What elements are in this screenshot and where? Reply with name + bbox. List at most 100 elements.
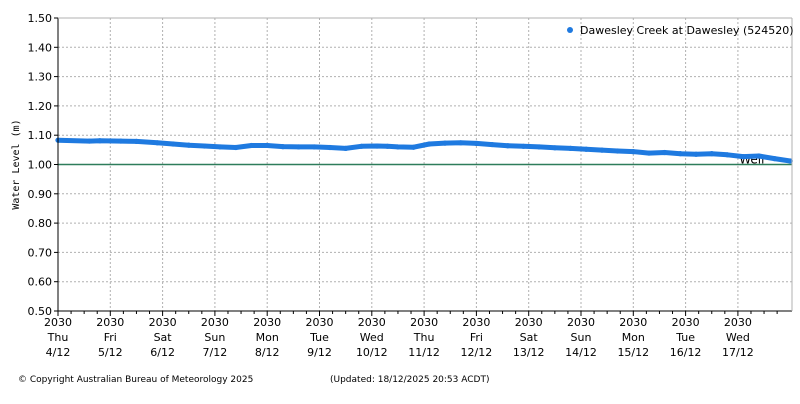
data-point [646, 150, 652, 156]
y-tick-label: 1.40 [28, 41, 53, 54]
data-point [552, 145, 558, 151]
y-tick-label: 1.00 [28, 159, 53, 172]
data-point [280, 144, 286, 150]
x-tick-label: 12/12 [461, 346, 493, 359]
x-tick-label: 6/12 [150, 346, 175, 359]
x-tick-label: Wed [360, 331, 384, 344]
x-tick-label: 11/12 [408, 346, 440, 359]
data-point [384, 143, 391, 149]
data-point [133, 138, 140, 144]
x-tick-label: 2030 [96, 316, 124, 329]
y-tick-label: 1.50 [28, 12, 53, 25]
y-tick-label: 0.80 [28, 217, 53, 230]
data-point [630, 149, 636, 155]
x-tick-label: Tue [309, 331, 329, 344]
x-tick-label: 2030 [44, 316, 72, 329]
data-point [201, 143, 208, 149]
data-point [458, 140, 464, 146]
copyright-text: © Copyright Australian Bureau of Meteoro… [18, 375, 254, 385]
x-tick-label: 15/12 [617, 346, 649, 359]
data-point [693, 151, 699, 157]
x-tick-label: 13/12 [513, 346, 545, 359]
x-tick-label: Fri [470, 331, 483, 344]
x-tick-label: 2030 [358, 316, 386, 329]
x-tick-label: 2030 [462, 316, 490, 329]
data-point [374, 143, 380, 149]
x-tick-label: 10/12 [356, 346, 388, 359]
x-tick-label: 2030 [724, 316, 752, 329]
data-point [662, 149, 668, 156]
data-point [343, 145, 349, 151]
legend-label: Dawesley Creek at Dawesley (524520) [580, 24, 794, 37]
data-point [442, 140, 448, 146]
data-point [327, 144, 333, 151]
x-tick-label: 4/12 [46, 346, 71, 359]
x-tick-label: Wed [726, 331, 750, 344]
x-tick-label: Mon [256, 331, 279, 344]
data-point [97, 138, 103, 144]
x-tick-label: Thu [47, 331, 69, 344]
x-tick-label: 9/12 [307, 346, 332, 359]
x-tick-label: Sat [520, 331, 539, 344]
y-tick-label: 0.50 [28, 305, 53, 318]
legend-marker [567, 27, 573, 33]
y-tick-label: 0.70 [28, 246, 53, 259]
data-point [567, 145, 574, 151]
data-point [118, 138, 124, 144]
y-tick-label: 0.90 [28, 188, 53, 201]
data-point [583, 146, 589, 152]
data-point [311, 144, 317, 150]
x-tick-label: 16/12 [670, 346, 702, 359]
data-point [505, 143, 511, 149]
data-point [395, 144, 401, 150]
y-tick-label: 1.30 [28, 71, 53, 84]
data-point [740, 153, 746, 160]
x-tick-label: Sat [154, 331, 173, 344]
data-point [536, 144, 542, 150]
x-tick-label: 2030 [306, 316, 334, 329]
x-tick-label: 5/12 [98, 346, 123, 359]
x-tick-label: 17/12 [722, 346, 754, 359]
data-point [771, 156, 778, 162]
x-tick-label: Sun [571, 331, 592, 344]
x-tick-label: Mon [622, 331, 645, 344]
data-point [599, 147, 605, 153]
data-point [615, 148, 621, 154]
x-tick-label: Tue [675, 331, 695, 344]
data-point [426, 141, 432, 147]
data-point [86, 138, 92, 144]
x-tick-label: 7/12 [203, 346, 228, 359]
x-tick-label: 2030 [672, 316, 700, 329]
x-tick-label: Sun [204, 331, 225, 344]
data-point [724, 152, 731, 158]
x-tick-label: 14/12 [565, 346, 597, 359]
x-tick-label: 8/12 [255, 346, 280, 359]
data-point [411, 144, 417, 150]
x-tick-label: 2030 [253, 316, 281, 329]
data-point [709, 151, 715, 157]
y-axis-label: Water Level (m) [11, 119, 22, 209]
data-point [233, 144, 239, 151]
data-point [473, 140, 479, 147]
data-point [295, 144, 302, 150]
data-point [264, 142, 270, 149]
x-tick-label: Thu [413, 331, 435, 344]
data-point [248, 142, 255, 149]
x-tick-label: 2030 [149, 316, 177, 329]
data-point [756, 153, 762, 159]
data-point [170, 141, 176, 147]
data-point [154, 140, 160, 146]
x-tick-label: 2030 [410, 316, 438, 329]
x-tick-label: 2030 [619, 316, 647, 329]
y-tick-label: 0.60 [28, 276, 53, 289]
updated-text: (Updated: 18/12/2025 20:53 ACDT) [330, 375, 490, 385]
data-point [217, 144, 223, 150]
data-point [489, 141, 495, 148]
x-tick-label: 2030 [201, 316, 229, 329]
x-tick-label: 2030 [515, 316, 543, 329]
x-tick-label: 2030 [567, 316, 595, 329]
data-point [186, 142, 192, 148]
data-point [677, 151, 683, 157]
